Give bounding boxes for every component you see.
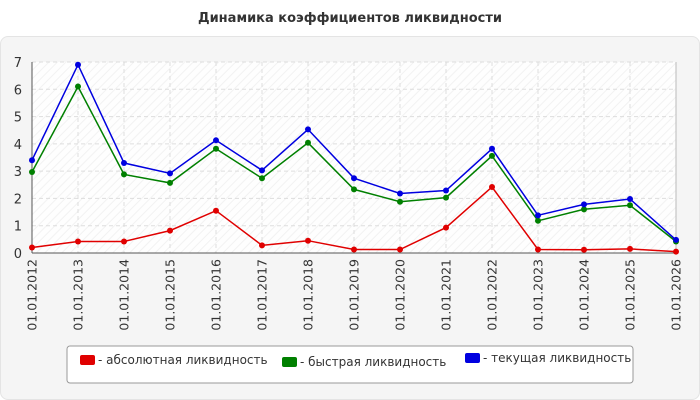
data-point-series-3 xyxy=(167,170,173,177)
legend-swatch-3 xyxy=(465,353,480,363)
x-tick-label: 01.01.2017 xyxy=(255,259,270,331)
data-point-series-2 xyxy=(259,175,265,182)
data-point-series-1 xyxy=(259,242,265,249)
x-tick-label: 01.01.2016 xyxy=(209,259,224,331)
data-point-series-2 xyxy=(535,217,541,224)
data-point-series-3 xyxy=(489,145,495,152)
data-point-series-3 xyxy=(121,159,127,166)
data-point-series-1 xyxy=(75,238,81,245)
data-point-series-3 xyxy=(397,190,403,197)
data-point-series-2 xyxy=(213,145,219,152)
data-point-series-3 xyxy=(443,187,449,194)
x-tick-label: 01.01.2024 xyxy=(577,259,592,331)
data-point-series-1 xyxy=(167,227,173,234)
data-point-series-2 xyxy=(489,152,495,159)
data-point-series-2 xyxy=(29,168,35,175)
x-tick-label: 01.01.2026 xyxy=(669,259,684,331)
data-point-series-3 xyxy=(351,175,357,182)
grid-lines xyxy=(32,61,677,253)
data-point-series-2 xyxy=(305,139,311,146)
data-point-series-2 xyxy=(443,194,449,201)
x-tick-labels: 01.01.2012 01.01.2013 01.01.2014 01.01.2015… xyxy=(25,259,684,331)
legend-label-1: - абсолютная ликвидность xyxy=(98,353,268,367)
x-tick-label: 01.01.2020 xyxy=(393,259,408,331)
data-point-series-1 xyxy=(305,237,311,244)
data-point-series-3 xyxy=(673,236,679,243)
data-point-series-3 xyxy=(305,126,311,133)
data-point-series-2 xyxy=(351,186,357,193)
data-point-series-3 xyxy=(75,61,81,68)
data-point-series-1 xyxy=(213,207,219,214)
x-tick-label: 01.01.2015 xyxy=(163,259,178,331)
data-point-series-1 xyxy=(673,248,679,255)
legend-label-2: - быстрая ликвидность xyxy=(300,355,446,369)
data-point-series-1 xyxy=(535,246,541,253)
x-tick-label: 01.01.2014 xyxy=(117,259,132,331)
data-point-series-2 xyxy=(121,171,127,178)
data-point-series-2 xyxy=(581,206,587,213)
data-point-series-3 xyxy=(581,201,587,208)
y-tick-labels: 0 1 2 3 4 5 6 7 xyxy=(14,56,22,262)
x-tick-label: 01.01.2021 xyxy=(439,259,454,331)
data-point-series-2 xyxy=(167,179,173,186)
data-point-series-1 xyxy=(627,245,633,252)
chart-title: Динамика коэффициентов ликвидности xyxy=(198,11,502,26)
data-point-series-1 xyxy=(29,244,35,251)
y-tick-label: 0 xyxy=(14,247,22,262)
legend-box xyxy=(66,345,634,384)
legend-swatch-1 xyxy=(80,355,95,365)
y-tick-label: 2 xyxy=(14,192,22,207)
data-point-series-1 xyxy=(489,183,495,190)
x-tick-label: 01.01.2012 xyxy=(25,259,40,331)
y-tick-label: 7 xyxy=(14,56,22,71)
data-point-series-1 xyxy=(397,246,403,253)
x-tick-label: 01.01.2022 xyxy=(485,259,500,331)
y-tick-label: 3 xyxy=(14,165,22,180)
data-point-series-1 xyxy=(581,246,587,253)
legend: - абсолютная ликвидность - быстрая ликвид… xyxy=(66,345,634,384)
data-point-series-2 xyxy=(397,198,403,205)
legend-label-3: - текущая ликвидность xyxy=(483,351,631,365)
x-tick-label: 01.01.2013 xyxy=(71,259,86,331)
data-point-series-1 xyxy=(351,246,357,253)
data-point-series-2 xyxy=(75,83,81,90)
y-tick-label: 1 xyxy=(14,220,22,235)
data-point-series-3 xyxy=(29,157,35,164)
x-tick-label: 01.01.2023 xyxy=(531,259,546,331)
data-point-series-3 xyxy=(627,195,633,202)
legend-swatch-2 xyxy=(282,357,297,367)
data-point-series-1 xyxy=(121,238,127,245)
x-tick-label: 01.01.2019 xyxy=(347,259,362,331)
data-point-series-3 xyxy=(535,212,541,219)
y-tick-label: 6 xyxy=(14,83,22,98)
data-point-series-3 xyxy=(259,167,265,174)
data-point-series-1 xyxy=(443,224,449,231)
y-tick-label: 4 xyxy=(14,138,22,153)
x-tick-label: 01.01.2025 xyxy=(623,259,638,331)
series-layer xyxy=(29,61,679,255)
data-point-series-3 xyxy=(213,137,219,144)
x-tick-label: 01.01.2018 xyxy=(301,259,316,331)
data-point-series-2 xyxy=(627,202,633,209)
y-tick-label: 5 xyxy=(14,111,22,126)
